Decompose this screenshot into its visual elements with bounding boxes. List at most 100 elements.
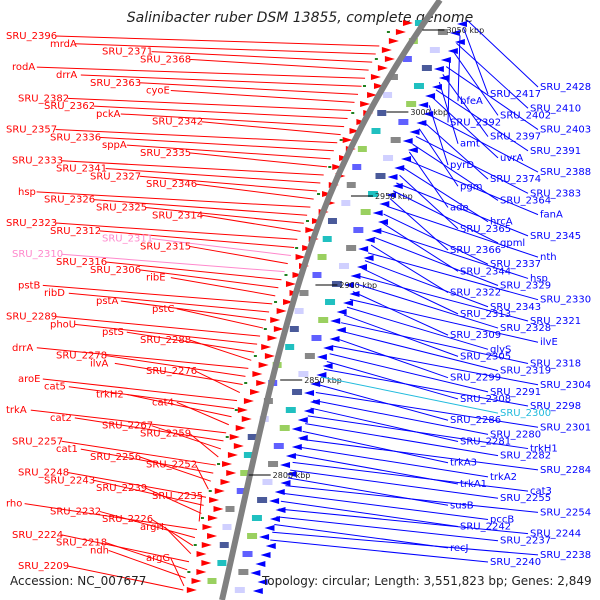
gene-label-left[interactable]: SRU_2235 <box>152 491 203 502</box>
gene-label-left[interactable]: SRU_2341 <box>56 164 107 175</box>
gene-label-left[interactable]: cyoE <box>146 86 170 97</box>
gene-label-right[interactable]: gpml <box>500 238 525 249</box>
gene-label-right[interactable]: SRU_2410 <box>530 103 581 114</box>
gene-label-right[interactable]: SRU_2304 <box>540 380 591 391</box>
gene-label-left[interactable]: SRU_2224 <box>12 530 63 541</box>
gene-label-left[interactable]: SRU_2252 <box>146 460 197 471</box>
gene-label-left[interactable]: phoU <box>50 319 76 330</box>
gene-label-left[interactable]: aroE <box>18 374 40 385</box>
gene-label-left[interactable]: ribE <box>146 273 166 284</box>
gene-label-left[interactable]: pstS <box>102 327 124 338</box>
gene-label-left[interactable]: pstA <box>96 296 118 307</box>
gene-label-right[interactable]: SRU_2328 <box>500 323 551 334</box>
gene-label-left[interactable]: hsp <box>18 187 36 198</box>
gene-label-right[interactable]: ade <box>450 203 469 214</box>
gene-label-left[interactable]: cat4 <box>152 397 174 408</box>
gene-label-left[interactable]: SRU_2342 <box>152 117 203 128</box>
gene-label-left[interactable]: pstC <box>152 304 174 315</box>
gene-label-left[interactable]: cat1 <box>56 444 78 455</box>
gene-label-left[interactable]: ribD <box>44 288 65 299</box>
gene-label-right[interactable]: cat3 <box>530 486 552 497</box>
gene-label-right[interactable]: SRU_2237 <box>500 536 551 547</box>
gene-label-right[interactable]: SRU_2309 <box>450 330 501 341</box>
gene-label-left[interactable]: SRU_2232 <box>50 506 101 517</box>
gene-label-left[interactable]: pckA <box>96 109 121 120</box>
gene-label-left[interactable]: pstB <box>18 280 40 291</box>
gene-label-right[interactable]: trkA3 <box>450 458 477 469</box>
gene-label-right[interactable]: SRU_2282 <box>500 451 551 462</box>
gene-label-right[interactable]: glyS <box>490 344 511 355</box>
gene-label-left[interactable]: rodA <box>12 62 35 73</box>
gene-label-left[interactable]: cat2 <box>50 413 72 424</box>
gene-label-right[interactable]: SRU_2428 <box>540 82 591 93</box>
gene-label-left[interactable]: trkH2 <box>96 390 124 401</box>
gene-label-left[interactable]: SRU_2333 <box>12 156 63 167</box>
gene-label-left[interactable]: SRU_2218 <box>56 538 107 549</box>
gene-label-right[interactable]: SRU_2318 <box>530 358 581 369</box>
gene-label-left[interactable]: SRU_2362 <box>44 101 95 112</box>
gene-label-right[interactable]: SRU_2244 <box>530 529 581 540</box>
gene-label-left[interactable]: SRU_2371 <box>102 47 153 58</box>
gene-label-right[interactable]: SRU_2330 <box>540 295 591 306</box>
gene-label-right[interactable]: SRU_2402 <box>500 110 551 121</box>
gene-label-left[interactable]: SRU_2314 <box>152 210 203 221</box>
gene-label-right[interactable]: SRU_2344 <box>460 266 511 277</box>
gene-label-right[interactable]: SRU_2397 <box>490 132 541 143</box>
gene-label-left[interactable]: SRU_2239 <box>96 483 147 494</box>
gene-label-right[interactable]: ilvE <box>540 337 558 348</box>
gene-label-right[interactable]: SRU_2308 <box>460 394 511 405</box>
gene-label-left[interactable]: SRU_2382 <box>18 93 69 104</box>
gene-label-left[interactable]: SRU_2243 <box>44 475 95 486</box>
gene-label-right[interactable]: bfeA <box>460 96 483 107</box>
gene-label-right[interactable]: SRU_2337 <box>490 259 541 270</box>
gene-label-left[interactable]: SRU_2248 <box>18 467 69 478</box>
gene-label-right[interactable]: SRU_2321 <box>530 316 581 327</box>
gene-label-right[interactable]: SRU_2319 <box>500 366 551 377</box>
gene-label-left[interactable]: SRU_2323 <box>6 218 57 229</box>
gene-label-left[interactable]: drrA <box>12 343 33 354</box>
gene-label-right[interactable]: SRU_2366 <box>450 245 501 256</box>
gene-label-right[interactable]: SRU_2392 <box>450 117 501 128</box>
gene-label-right[interactable]: pccB <box>490 514 514 525</box>
gene-label-right[interactable]: SRU_2322 <box>450 288 501 299</box>
gene-label-right[interactable]: SRU_2417 <box>490 89 541 100</box>
gene-label-left[interactable]: SRU_2259 <box>140 429 191 440</box>
gene-label-right[interactable]: SRU_2242 <box>460 522 511 533</box>
gene-label-right[interactable]: susB <box>450 500 474 511</box>
gene-label-right[interactable]: trkA2 <box>490 472 517 483</box>
gene-label-left[interactable]: SRU_2289 <box>6 312 57 323</box>
gene-label-left[interactable]: argG <box>146 553 170 564</box>
gene-label-right[interactable]: SRU_2238 <box>540 550 591 561</box>
gene-label-right[interactable]: amt <box>460 139 480 150</box>
gene-label-right[interactable]: pyrD <box>450 160 474 171</box>
gene-label-left[interactable]: ilvA <box>90 358 108 369</box>
gene-label-right[interactable]: nth <box>540 252 557 263</box>
gene-label-left[interactable]: SRU_2256 <box>90 452 141 463</box>
gene-label-left[interactable]: SRU_2346 <box>146 179 197 190</box>
gene-label-left[interactable]: SRU_2368 <box>140 54 191 65</box>
gene-label-right[interactable]: trkH1 <box>530 444 558 455</box>
gene-label-right[interactable]: SRU_2298 <box>530 401 581 412</box>
gene-label-left[interactable]: SRU_2326 <box>44 195 95 206</box>
gene-label-right[interactable]: SRU_2403 <box>540 125 591 136</box>
gene-label-right[interactable]: SRU_2281 <box>460 436 511 447</box>
gene-label-left[interactable]: SRU_2396 <box>6 31 57 42</box>
gene-label-left[interactable]: SRU_2335 <box>140 148 191 159</box>
gene-label-right[interactable]: SRU_2388 <box>540 167 591 178</box>
gene-label-left[interactable]: SRU_2316 <box>56 257 107 268</box>
gene-label-right[interactable]: trkA1 <box>460 479 487 490</box>
gene-label-left[interactable]: SRU_2257 <box>12 436 63 447</box>
gene-label-right[interactable]: SRU_2286 <box>450 415 501 426</box>
gene-label-right[interactable]: SRU_2345 <box>530 231 581 242</box>
gene-label-left[interactable]: SRU_2311 <box>102 234 153 245</box>
gene-label-right[interactable]: uvrA <box>500 153 523 164</box>
gene-label-right[interactable]: SRU_2364 <box>500 195 551 206</box>
gene-label-left[interactable]: cat5 <box>44 382 66 393</box>
gene-label-left[interactable]: SRU_2363 <box>90 78 141 89</box>
gene-label-left[interactable]: argH <box>140 522 164 533</box>
gene-label-right[interactable]: hsp <box>530 273 548 284</box>
gene-label-right[interactable]: fanA <box>540 210 563 221</box>
gene-label-right[interactable]: SRU_2391 <box>530 146 581 157</box>
gene-label-right[interactable]: SRU_2301 <box>540 422 591 433</box>
gene-label-right[interactable]: SRU_2299 <box>450 373 501 384</box>
